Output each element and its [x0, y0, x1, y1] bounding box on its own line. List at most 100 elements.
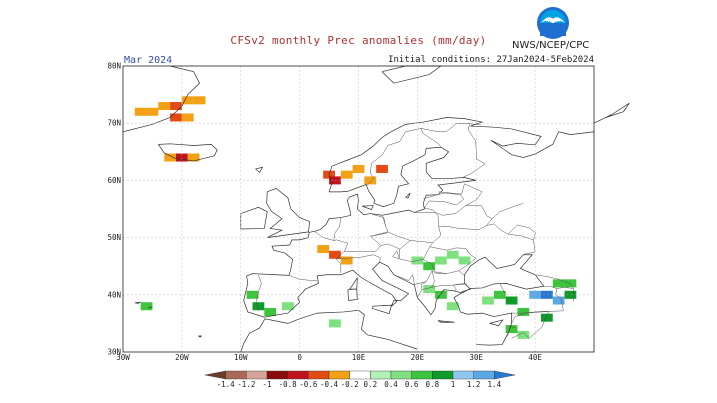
colorbar-segment	[411, 370, 433, 380]
country-border	[438, 223, 536, 255]
coastline	[240, 206, 268, 230]
anomaly-cell	[329, 250, 341, 259]
colorbar-segment	[370, 370, 392, 380]
country-border	[464, 183, 483, 206]
country-border	[336, 254, 381, 263]
anomaly-cell	[482, 296, 494, 305]
coastline	[255, 166, 264, 173]
country-border	[458, 270, 465, 276]
coastline	[381, 65, 442, 84]
anomaly-cell	[446, 250, 459, 259]
country-border	[453, 284, 457, 293]
anomaly-cell	[564, 279, 577, 288]
coastline	[134, 301, 141, 304]
latitude-tick-label: 30N	[107, 348, 121, 357]
country-border	[535, 274, 574, 289]
anomaly-cell	[376, 164, 388, 173]
country-border	[392, 212, 442, 262]
latitude-tick-label: 50N	[107, 233, 121, 242]
country-border	[431, 283, 465, 288]
coastline	[198, 335, 203, 338]
colorbar-label: -0.4	[320, 380, 339, 389]
country-border	[333, 217, 342, 241]
anomaly-cell	[329, 222, 341, 231]
anomaly-cell	[352, 164, 365, 173]
anomaly-cell	[364, 199, 377, 208]
anomaly-cell	[446, 176, 459, 185]
coastline	[437, 320, 455, 323]
colorbar-label: -1	[262, 380, 271, 389]
colorbar-segment	[328, 370, 350, 380]
coastline	[489, 319, 504, 327]
anomaly-cell	[246, 336, 259, 345]
anomaly-cell	[423, 285, 436, 294]
country-border	[438, 183, 465, 195]
anomaly-cell	[317, 245, 330, 254]
colorbar-segment	[266, 370, 288, 380]
latitude-tick-label: 60N	[107, 176, 121, 185]
colorbar-label: 1	[451, 380, 456, 389]
initial-conditions-label: Initial conditions: 27Jan2024-5Feb2024	[388, 55, 594, 65]
coastline	[593, 102, 630, 124]
longitude-tick-label: 40E	[528, 353, 542, 362]
anomaly-cell	[246, 290, 259, 299]
coastline	[347, 288, 358, 301]
noaa-logo-icon: NOAA	[537, 7, 569, 39]
anomaly-cell	[329, 319, 341, 328]
anomaly-cell	[411, 153, 424, 162]
country-border	[491, 203, 524, 219]
anomaly-cell	[387, 187, 400, 196]
anomaly-cell	[340, 233, 353, 242]
coastline	[405, 192, 411, 199]
anomaly-cell	[482, 204, 494, 214]
anomaly-cell	[435, 164, 447, 173]
country-border	[420, 128, 442, 148]
country-border	[499, 283, 506, 295]
anomaly-cell	[175, 153, 188, 162]
country-border	[288, 275, 319, 282]
colorbar-label: -0.2	[341, 380, 359, 389]
anomaly-cell	[458, 164, 471, 173]
colorbar-label: 0.8	[426, 380, 440, 389]
longitude-tick-label: 10W	[234, 353, 248, 362]
coastline	[240, 309, 418, 353]
anomaly-cell	[340, 170, 353, 179]
anomaly-cell	[387, 153, 400, 162]
longitude-tick-label: 30W	[116, 353, 130, 362]
country-border	[417, 289, 423, 298]
country-border	[382, 215, 386, 227]
longitude-tick-label: 20E	[411, 353, 425, 362]
country-border	[434, 205, 493, 226]
country-border	[424, 200, 457, 213]
colorbar-segment	[452, 370, 474, 380]
country-border	[256, 274, 262, 311]
country-border	[393, 270, 433, 285]
country-border	[505, 334, 509, 338]
coastline	[328, 117, 595, 192]
longitude-tick-label: 10E	[352, 353, 366, 362]
colorbar-label: -0.6	[299, 380, 318, 389]
coastline	[148, 306, 153, 309]
colorbar-segment	[287, 370, 309, 380]
anomaly-cell	[170, 102, 182, 111]
anomaly-cell	[423, 262, 436, 271]
forecast-month-label: Mar 2024	[124, 55, 173, 66]
longitude-tick-label: 20W	[175, 353, 189, 362]
anomaly-cell	[281, 262, 294, 271]
anomaly-cell	[187, 153, 200, 162]
country-border	[465, 248, 471, 255]
country-border	[508, 325, 516, 333]
coastline	[349, 277, 358, 290]
colorbar-segment	[494, 370, 516, 380]
anomaly-cell	[364, 176, 377, 185]
colorbar-segment	[308, 370, 330, 380]
colorbar-label: -1.2	[237, 380, 255, 389]
anomaly-cell	[482, 164, 494, 173]
anomaly-cell	[164, 153, 176, 162]
map-frame	[122, 65, 595, 353]
anomaly-cell	[458, 210, 471, 219]
anomaly-cell	[552, 296, 565, 305]
country-border	[454, 283, 468, 286]
anomaly-cell	[158, 102, 171, 111]
